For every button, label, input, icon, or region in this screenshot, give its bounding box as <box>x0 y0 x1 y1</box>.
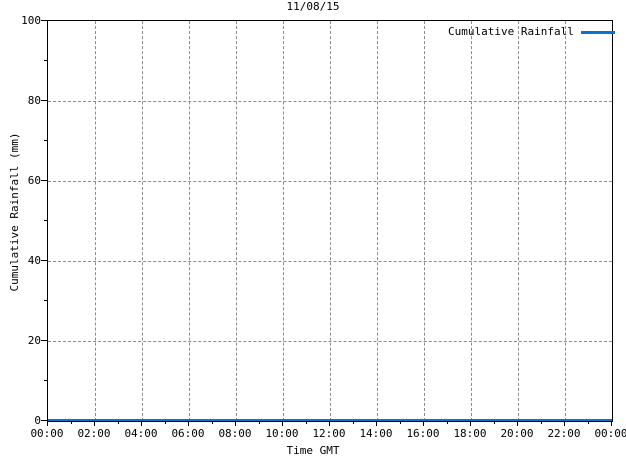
y-axis-title-container: Cumulative Rainfall (mm) <box>8 102 22 322</box>
x-tick-label: 14:00 <box>359 427 393 440</box>
gridline-vertical <box>95 21 96 421</box>
x-axis-title: Time GMT <box>286 444 340 457</box>
x-tick-minor <box>258 421 260 424</box>
x-tick-major <box>235 421 236 426</box>
chart-title: 11/08/15 <box>286 0 340 13</box>
y-tick-minor <box>44 60 47 61</box>
x-tick-minor <box>164 421 166 424</box>
x-tick-label: 18:00 <box>453 427 487 440</box>
x-tick-minor <box>540 421 542 424</box>
x-tick-label: 00:00 <box>30 427 64 440</box>
legend: Cumulative Rainfall <box>448 25 615 39</box>
x-tick-label: 02:00 <box>77 427 111 440</box>
x-tick-major <box>470 421 471 426</box>
y-axis-title: Cumulative Rainfall (mm) <box>8 132 21 292</box>
x-tick-major <box>611 421 612 426</box>
x-tick-minor <box>211 421 213 424</box>
x-tick-minor <box>399 421 401 424</box>
y-tick-label: 40 <box>27 254 41 267</box>
gridline-vertical <box>189 21 190 421</box>
gridline-vertical <box>377 21 378 421</box>
gridline-vertical <box>424 21 425 421</box>
gridline-vertical <box>471 21 472 421</box>
y-tick-label: 60 <box>27 174 41 187</box>
x-tick-minor <box>587 421 589 424</box>
legend-label-cumulative-rainfall: Cumulative Rainfall <box>448 25 574 38</box>
x-tick-major <box>47 421 48 426</box>
x-tick-major <box>188 421 189 426</box>
gridline-vertical <box>236 21 237 421</box>
y-tick-major <box>41 180 47 181</box>
y-tick-label: 0 <box>34 414 41 427</box>
x-tick-major <box>376 421 377 426</box>
y-tick-label: 100 <box>21 14 41 27</box>
y-tick-label: 80 <box>27 94 41 107</box>
x-tick-label: 00:00 <box>594 427 626 440</box>
x-tick-minor <box>305 421 307 424</box>
gridline-vertical <box>142 21 143 421</box>
x-tick-label: 22:00 <box>547 427 581 440</box>
x-tick-major <box>564 421 565 426</box>
x-tick-major <box>329 421 330 426</box>
y-tick-major <box>41 100 47 101</box>
y-tick-label: 20 <box>27 334 41 347</box>
y-tick-major <box>41 20 47 21</box>
x-tick-major <box>517 421 518 426</box>
x-tick-label: 06:00 <box>171 427 205 440</box>
gridline-vertical <box>283 21 284 421</box>
x-tick-label: 10:00 <box>265 427 299 440</box>
legend-line-swatch <box>580 30 615 34</box>
x-tick-label: 12:00 <box>312 427 346 440</box>
x-tick-label: 04:00 <box>124 427 158 440</box>
series-line-0 <box>48 419 612 421</box>
x-tick-minor <box>117 421 119 424</box>
x-tick-major <box>423 421 424 426</box>
x-tick-minor <box>446 421 448 424</box>
gridline-vertical <box>330 21 331 421</box>
x-tick-minor <box>70 421 72 424</box>
gridline-vertical <box>565 21 566 421</box>
y-tick-major <box>41 340 47 341</box>
x-tick-minor <box>493 421 495 424</box>
y-tick-minor <box>44 380 47 381</box>
x-tick-label: 20:00 <box>500 427 534 440</box>
plot-inner <box>48 21 612 421</box>
x-tick-major <box>282 421 283 426</box>
y-tick-minor <box>44 140 47 141</box>
x-tick-minor <box>352 421 354 424</box>
y-tick-minor <box>44 220 47 221</box>
plot-area <box>47 20 613 422</box>
x-tick-major <box>94 421 95 426</box>
x-tick-label: 16:00 <box>406 427 440 440</box>
x-tick-major <box>141 421 142 426</box>
y-tick-major <box>41 260 47 261</box>
y-tick-major <box>41 420 47 421</box>
gridline-vertical <box>518 21 519 421</box>
x-tick-label: 08:00 <box>218 427 252 440</box>
y-tick-minor <box>44 300 47 301</box>
